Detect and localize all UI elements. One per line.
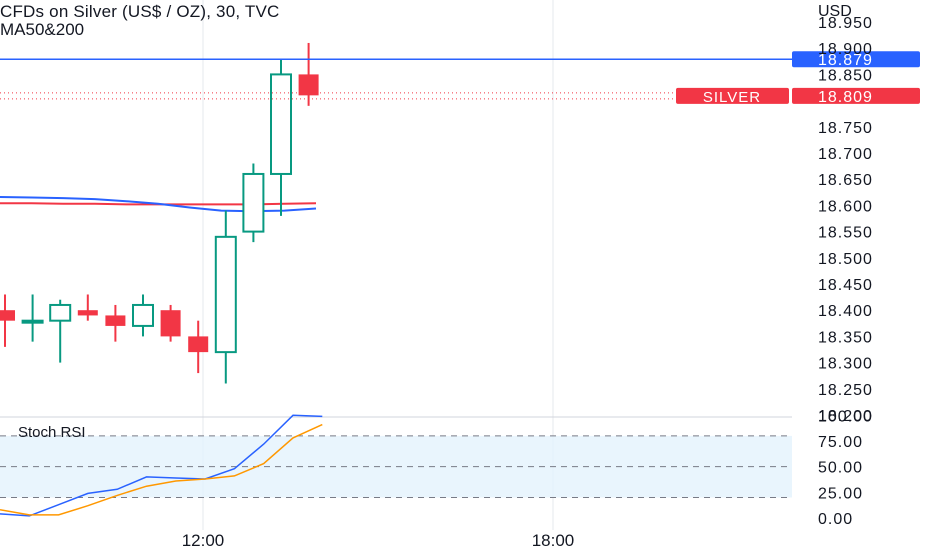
price-tick: 18.700 bbox=[818, 146, 873, 163]
candle-body bbox=[0, 310, 15, 321]
price-tick: 18.450 bbox=[818, 277, 873, 294]
symbol-price-tag bbox=[792, 87, 920, 104]
price-lines: 18.879 SILVER 18.809 bbox=[0, 51, 920, 106]
candle-up bbox=[242, 163, 265, 243]
indicator-label: MA50&200 bbox=[0, 20, 85, 39]
price-tick: 18.500 bbox=[818, 251, 873, 268]
candle-body bbox=[105, 315, 126, 326]
price-tick: 18.600 bbox=[818, 198, 873, 215]
last-price-tag bbox=[792, 51, 920, 68]
price-tick: 18.900 bbox=[818, 41, 873, 58]
candle-down bbox=[105, 304, 126, 342]
symbol-tag bbox=[676, 87, 789, 104]
price-tick: 18.650 bbox=[818, 172, 873, 189]
price-tick: 18.950 bbox=[818, 15, 873, 32]
stoch-k-line bbox=[0, 414, 323, 517]
candle-body bbox=[132, 303, 154, 327]
price-tick: 18.750 bbox=[818, 120, 873, 137]
candle-body bbox=[21, 319, 44, 324]
time-tick: 12:00 bbox=[182, 531, 225, 550]
symbol-price-text: 18.809 bbox=[818, 89, 873, 106]
rsi-tick: 0.00 bbox=[818, 511, 853, 528]
candle-up bbox=[214, 210, 237, 384]
time-tick: 18:00 bbox=[532, 531, 575, 550]
price-tick: 18.850 bbox=[818, 67, 873, 84]
rsi-tick: 75.00 bbox=[818, 434, 863, 451]
candle-body bbox=[188, 336, 209, 353]
candle-up bbox=[21, 294, 44, 342]
candle-body bbox=[270, 73, 292, 175]
price-tick: 18.550 bbox=[818, 225, 873, 242]
currency-label: USD bbox=[818, 3, 852, 20]
moving-averages bbox=[0, 196, 317, 213]
candle-body bbox=[214, 235, 237, 354]
stoch-d-line bbox=[0, 423, 323, 516]
rsi-tick: 100.00 bbox=[818, 408, 873, 425]
price-tick: 18.250 bbox=[818, 382, 873, 399]
stoch-rsi-lines bbox=[0, 414, 323, 517]
candle-down bbox=[77, 294, 98, 321]
candle-body bbox=[242, 172, 265, 233]
candlestick-series bbox=[0, 42, 319, 384]
candle-up bbox=[132, 294, 154, 337]
candle-down bbox=[188, 320, 209, 374]
candle-body bbox=[160, 310, 181, 337]
price-tick: 18.200 bbox=[818, 408, 873, 425]
candle-down bbox=[298, 42, 319, 106]
last-price-text: 18.879 bbox=[818, 52, 873, 69]
candle-up bbox=[270, 58, 292, 216]
rsi-tick: 50.00 bbox=[818, 460, 863, 477]
chart-title: CFDs on Silver (US$ / OZ), 30, TVC bbox=[0, 2, 280, 21]
stoch-rsi-title: Stoch RSI bbox=[18, 424, 86, 441]
price-tick: 18.300 bbox=[818, 356, 873, 373]
candle-body bbox=[298, 74, 319, 96]
candle-body bbox=[77, 310, 98, 316]
stoch-rsi-band bbox=[0, 435, 792, 498]
candle-body bbox=[49, 303, 72, 322]
candle-down bbox=[0, 294, 15, 347]
symbol-tag-text: SILVER bbox=[703, 89, 761, 106]
candle-down bbox=[160, 304, 181, 342]
rsi-tick: 25.00 bbox=[818, 485, 863, 502]
price-tick: 18.350 bbox=[818, 329, 873, 346]
candle-up bbox=[49, 299, 72, 363]
price-tick: 18.400 bbox=[818, 303, 873, 320]
